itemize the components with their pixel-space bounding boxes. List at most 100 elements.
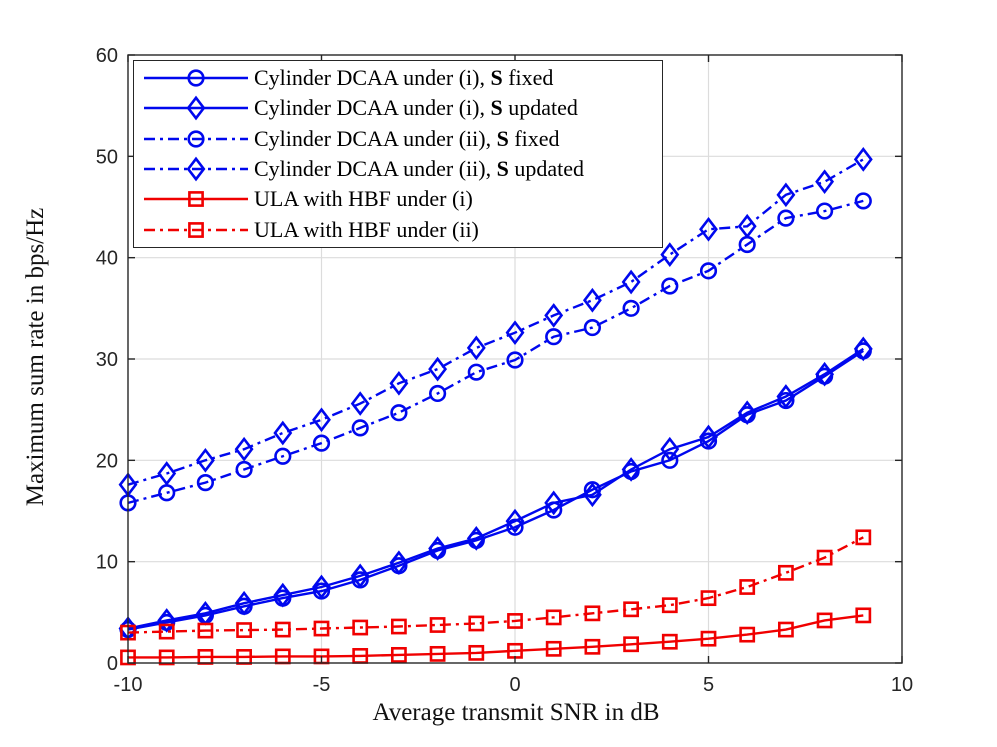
diamond-marker (186, 156, 206, 182)
diamond-marker (428, 536, 448, 561)
series-ula-hbf-ii (120, 529, 872, 641)
series-cylinder-dcaa-ii-s-updated (118, 147, 873, 497)
diamond-marker (273, 582, 293, 608)
diamond-marker (621, 269, 641, 295)
square-marker (855, 529, 872, 546)
square-marker (468, 644, 485, 661)
legend-item-ula-hbf-i: ULA with HBF under (i) (140, 185, 662, 214)
diamond-marker (273, 420, 293, 446)
circle-marker (351, 419, 369, 437)
diamond-marker (699, 216, 718, 242)
x-tick-label: -10 (114, 674, 143, 696)
square-marker (545, 609, 562, 626)
circle-marker (699, 262, 718, 280)
diamond-marker (699, 424, 718, 450)
circle-marker (815, 202, 834, 220)
square-marker (188, 221, 204, 238)
x-tick-label: 0 (509, 674, 520, 696)
circle-marker (661, 451, 679, 469)
circle-marker (467, 363, 485, 381)
y-tick-label: 0 (107, 653, 118, 675)
square-marker (188, 191, 204, 208)
diamond-marker (389, 370, 409, 396)
diamond-marker (389, 550, 409, 576)
diamond-marker (776, 182, 796, 208)
diamond-marker (544, 490, 564, 516)
diamond-marker (776, 384, 796, 409)
square-marker (158, 649, 175, 666)
circle-marker (187, 130, 205, 148)
diamond-marker (815, 361, 835, 387)
square-marker (274, 621, 291, 638)
circle-marker (854, 192, 872, 210)
x-axis-label: Average transmit SNR in dB (372, 699, 660, 726)
circle-marker (429, 384, 447, 403)
y-tick-label: 30 (96, 349, 118, 371)
series-cylinder-dcaa-ii-s-fixed (119, 192, 872, 512)
axes (127, 54, 903, 664)
diamond-marker (466, 526, 486, 551)
square-marker (739, 626, 756, 643)
square-marker (700, 590, 717, 607)
y-tick-labels: 0 10 20 30 40 50 60 (96, 45, 118, 675)
square-marker (700, 630, 717, 647)
diamond-marker (505, 320, 525, 345)
legend-item-cylinder-dcaa-i-s-updated: Cylinder DCAA under (i), S updated (140, 94, 662, 123)
x-tick-label: 10 (891, 674, 913, 696)
legend-item-cylinder-dcaa-ii-s-fixed: Cylinder DCAA under (ii), S fixed (140, 124, 662, 153)
legend-label: ULA with HBF under (i) (254, 186, 473, 212)
legend-sample-diamond (144, 96, 248, 121)
square-marker (197, 622, 214, 639)
circle-marker (390, 404, 408, 422)
x-tick-label: 5 (703, 674, 714, 696)
diamond-marker (544, 303, 564, 328)
diamond-marker (815, 169, 835, 195)
legend-sample-square (144, 221, 248, 238)
series-ula-hbf-i (120, 607, 872, 666)
square-marker (816, 549, 833, 566)
square-marker (236, 622, 252, 638)
legend-label: Cylinder DCAA under (i), S fixed (254, 65, 554, 91)
circle-marker (545, 328, 563, 346)
square-marker (816, 612, 833, 629)
square-marker (468, 615, 485, 632)
square-marker (584, 638, 601, 655)
circle-marker (187, 69, 205, 87)
diamond-marker (186, 96, 206, 121)
square-marker (623, 601, 639, 618)
diamond-marker (312, 407, 331, 433)
square-marker (507, 613, 523, 629)
circle-marker (312, 434, 331, 452)
square-marker (777, 564, 794, 581)
y-axis-label: Maximum sum rate in bps/Hz (22, 207, 49, 507)
legend-sample-diamond (144, 156, 248, 182)
circle-marker (622, 299, 640, 317)
square-marker (313, 620, 330, 637)
diamond-marker (195, 447, 215, 473)
legend-sample-circle (144, 69, 248, 87)
legend-label: Cylinder DCAA under (i), S updated (254, 95, 578, 121)
square-marker (390, 646, 407, 663)
circle-marker (196, 474, 214, 492)
square-marker (855, 607, 872, 624)
diamond-marker (582, 482, 602, 508)
square-marker (429, 645, 446, 662)
diamond-marker (157, 461, 177, 486)
circle-marker (661, 277, 679, 295)
diamond-marker (466, 335, 486, 361)
legend-sample-circle (144, 130, 248, 148)
square-marker (661, 633, 678, 650)
square-marker (584, 605, 601, 622)
square-marker (661, 597, 678, 614)
square-marker (158, 623, 175, 640)
diamond-marker (312, 574, 331, 600)
circle-marker (274, 447, 292, 465)
diamond-marker (350, 563, 370, 589)
circle-marker (777, 209, 795, 227)
legend: Cylinder DCAA under (i), S fixed Cylinder… (133, 60, 663, 248)
square-marker (390, 618, 407, 635)
square-marker (777, 621, 794, 638)
diamond-marker (853, 336, 873, 362)
circle-marker (506, 351, 524, 369)
